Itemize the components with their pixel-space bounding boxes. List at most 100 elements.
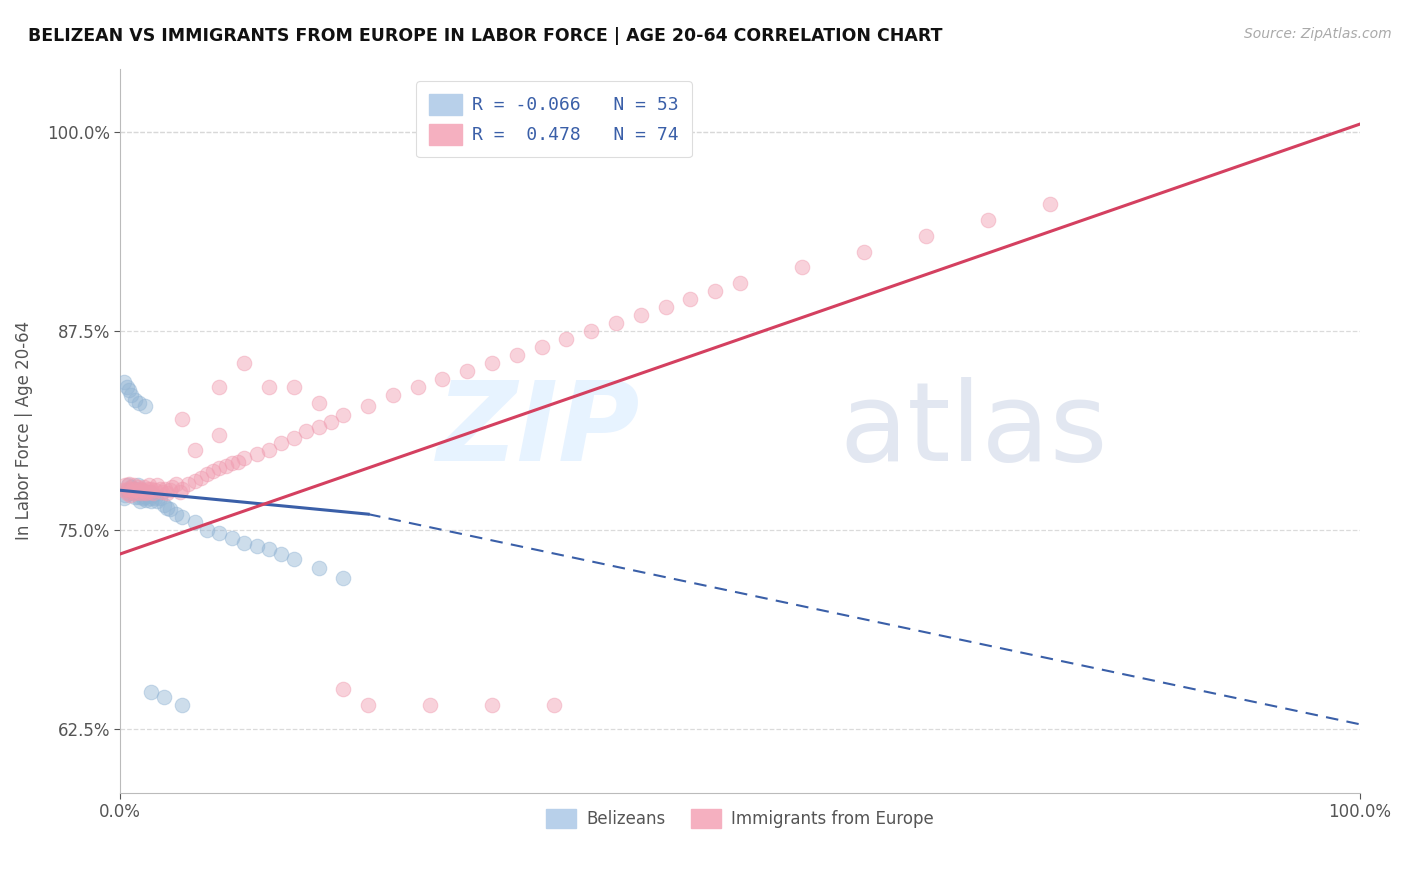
Point (112, 375, 135, 389)
Point (257, 542, 280, 557)
Point (146, 478, 169, 492)
Point (120, 388, 142, 402)
Point (138, 484, 160, 499)
Point (162, 480, 184, 494)
Point (152, 498, 174, 512)
Point (141, 482, 163, 496)
Point (136, 482, 159, 496)
Point (169, 484, 191, 499)
Point (114, 488, 136, 502)
Point (131, 483, 153, 498)
Point (127, 480, 149, 494)
Point (257, 443, 280, 458)
Point (141, 494, 163, 508)
Point (134, 399, 156, 413)
Point (257, 380, 280, 394)
Point (139, 484, 162, 499)
Point (226, 455, 249, 469)
Text: atlas: atlas (839, 377, 1108, 484)
Point (208, 427, 231, 442)
Point (332, 571, 354, 585)
Point (208, 461, 231, 475)
Point (214, 459, 236, 474)
Point (332, 682, 354, 697)
Point (152, 690, 174, 705)
Point (208, 526, 231, 541)
Point (221, 531, 243, 545)
Point (202, 464, 225, 478)
Point (121, 484, 143, 499)
Point (308, 395, 330, 409)
Point (120, 480, 142, 494)
Point (156, 486, 179, 500)
Point (114, 478, 136, 492)
Point (146, 494, 169, 508)
Point (233, 536, 256, 550)
Text: BELIZEAN VS IMMIGRANTS FROM EUROPE IN LABOR FORCE | AGE 20-64 CORRELATION CHART: BELIZEAN VS IMMIGRANTS FROM EUROPE IN LA… (28, 27, 942, 45)
Point (149, 482, 172, 496)
Point (124, 486, 146, 500)
Point (132, 480, 155, 494)
Point (432, 372, 454, 386)
Point (630, 308, 652, 322)
Point (125, 486, 148, 500)
Point (118, 383, 141, 397)
Point (121, 482, 143, 496)
Point (183, 443, 205, 458)
Point (233, 451, 256, 466)
Point (295, 425, 318, 439)
Point (977, 212, 1000, 227)
Point (195, 467, 218, 482)
Point (381, 388, 404, 402)
Text: ZIP: ZIP (437, 377, 641, 484)
Point (120, 488, 142, 502)
Point (118, 476, 141, 491)
Point (159, 502, 181, 516)
Point (141, 486, 163, 500)
Point (122, 482, 145, 496)
Point (117, 478, 139, 492)
Point (156, 500, 179, 515)
Point (149, 491, 172, 506)
Point (270, 435, 292, 450)
Point (131, 491, 153, 506)
Point (221, 456, 243, 470)
Point (679, 293, 702, 307)
Point (165, 507, 187, 521)
Point (120, 484, 142, 499)
Point (134, 490, 156, 504)
Point (134, 484, 156, 499)
Legend: Belizeans, Immigrants from Europe: Belizeans, Immigrants from Europe (540, 803, 941, 835)
Point (543, 698, 565, 712)
Point (790, 260, 813, 275)
Point (332, 409, 354, 423)
Point (118, 486, 141, 500)
Point (139, 491, 162, 506)
Point (143, 483, 166, 498)
Point (115, 483, 138, 498)
Point (506, 348, 529, 362)
Point (654, 300, 676, 314)
Point (172, 698, 194, 712)
Point (165, 476, 187, 491)
Point (530, 340, 553, 354)
Point (208, 380, 231, 394)
Point (456, 364, 478, 378)
Point (406, 380, 429, 394)
Point (131, 483, 153, 498)
Point (183, 474, 205, 488)
Point (129, 482, 152, 496)
Point (246, 447, 269, 461)
Point (138, 478, 160, 492)
Point (914, 228, 936, 243)
Point (128, 395, 150, 409)
Point (120, 483, 142, 498)
Point (481, 698, 503, 712)
Point (128, 484, 150, 499)
Point (153, 482, 176, 496)
Point (704, 285, 727, 299)
Point (172, 510, 194, 524)
Point (357, 399, 380, 413)
Point (308, 561, 330, 575)
Point (190, 470, 212, 484)
